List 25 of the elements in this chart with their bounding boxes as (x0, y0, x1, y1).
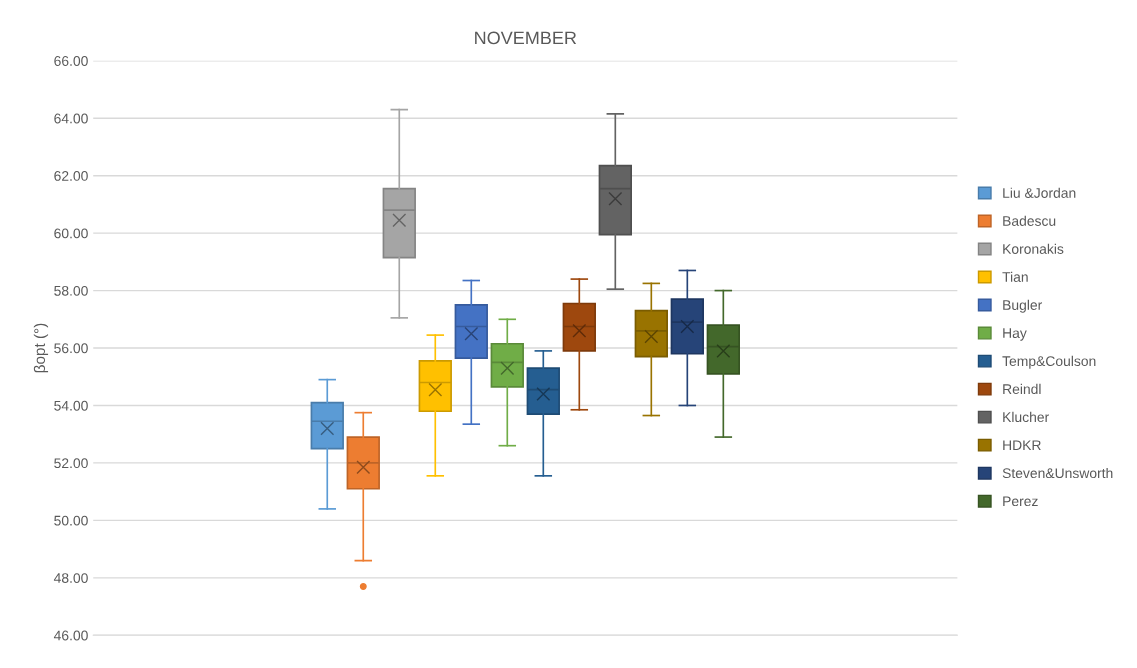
legend-label: Temp&Coulson (1002, 355, 1096, 369)
y-tick-label: 54.00 (54, 400, 88, 411)
y-tick-label: 64.00 (54, 113, 88, 124)
legend-label: Badescu (1003, 215, 1056, 226)
legend-label: Liu &Jordan (1003, 187, 1076, 198)
legend-label: Klucher (1003, 411, 1049, 423)
y-tick-label: 56.00 (54, 343, 88, 354)
legend-label: Bugler (1003, 299, 1043, 313)
y-tick-label: 60.00 (54, 228, 88, 239)
y-tick-label: 50.00 (54, 515, 88, 526)
legend-label: Steven&Unsworth (1002, 467, 1113, 479)
y-tick-label: 48.00 (53, 573, 88, 583)
y-tick-label: 58.00 (54, 285, 88, 296)
legend-label: HDKR (1003, 440, 1041, 450)
y-tick-label: 46.00 (53, 630, 88, 641)
y-tick-label: 66.00 (54, 56, 88, 66)
y-tick-label: 62.00 (54, 171, 88, 181)
chart-title: NOVEMBER (475, 31, 577, 45)
y-axis-title: βopt (°) (33, 323, 49, 373)
legend-label: Hay (1003, 328, 1027, 341)
legend-label: Tian (1002, 271, 1028, 282)
y-tick-label: 52.00 (54, 458, 88, 469)
legend-label: Reindl (1003, 383, 1041, 395)
legend-label: Perez (1003, 496, 1038, 507)
legend-label: Koronakis (1003, 243, 1064, 254)
